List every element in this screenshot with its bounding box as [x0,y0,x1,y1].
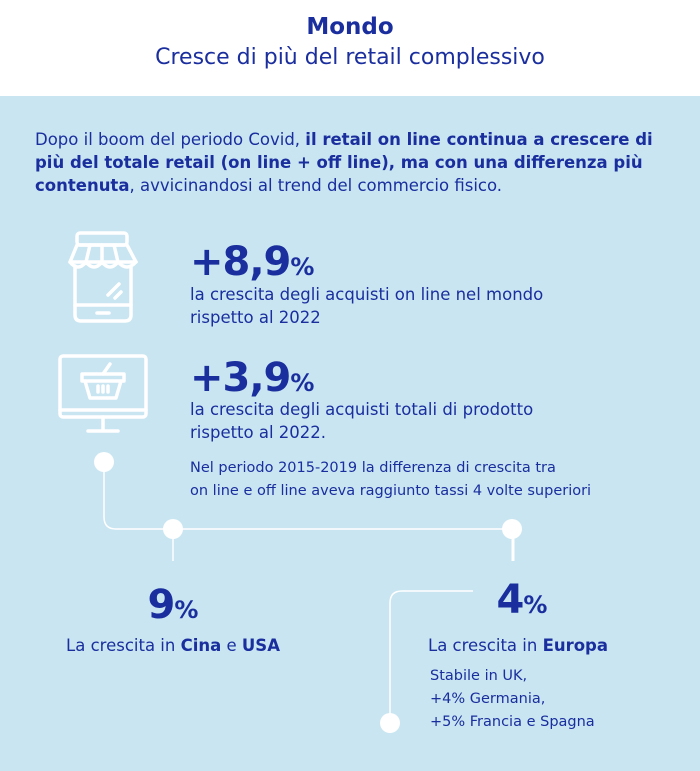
stat-line: rispetto al 2022 [190,308,321,327]
region-china-usa-value: 9% [73,583,273,632]
stat-total-growth: +3,9% [190,356,314,405]
label-bold: Cina [180,636,222,655]
intro-bold: il retail on line continua a crescere di… [35,130,653,195]
monitor-basket-icon [58,354,148,433]
stat-value: +8,9 [190,239,291,285]
stat-description: la crescita degli acquisti on line nel m… [190,283,543,329]
stat-note: Nel periodo 2015-2019 la differenza di c… [190,457,591,503]
region-unit: % [523,591,548,619]
stat-line: rispetto al 2022. [190,423,327,442]
intro-text: Dopo il boom del periodo Covid, [35,130,306,149]
connector-dots [94,452,522,733]
region-europe-value: 4% [422,578,622,627]
region-europe-label: La crescita in Europa [428,634,608,657]
intro-text-end: , avvicinandosi al trend del commercio f… [129,176,503,195]
stat-unit: % [290,369,315,397]
note-line: +4% Germania, [430,691,546,707]
stat-value: +3,9 [190,355,291,401]
stat-online-growth: +8,9% [190,240,314,289]
note-line: Stabile in UK, [430,668,528,684]
stat-line: la crescita degli acquisti on line nel m… [190,285,544,304]
label-text: e [221,636,242,655]
region-unit: % [174,596,199,624]
region-europe-notes: Stabile in UK, +4% Germania, +5% Francia… [430,665,595,734]
label-bold: USA [241,636,280,655]
note-line: Nel periodo 2015-2019 la differenza di c… [190,460,556,476]
page-subtitle: Cresce di più del retail complessivo [155,45,545,70]
label-text: La crescita in [428,636,543,655]
shop-smartphone-icon [68,231,138,323]
note-line: +5% Francia e Spagna [430,714,595,730]
region-value: 4 [496,577,525,623]
stat-description: la crescita degli acquisti totali di pro… [190,398,533,444]
region-value: 9 [147,582,176,628]
note-line: on line e off line aveva raggiunto tassi… [190,483,592,499]
stat-line: la crescita degli acquisti totali di pro… [190,400,534,419]
region-china-usa-label: La crescita in Cina e USA [23,634,323,657]
intro-paragraph: Dopo il boom del periodo Covid, il retai… [35,128,675,197]
stat-unit: % [290,253,315,281]
label-bold: Europa [542,636,608,655]
header: Mondo Cresce di più del retail complessi… [0,0,700,96]
page-title: Mondo [306,14,394,40]
label-text: La crescita in [66,636,181,655]
